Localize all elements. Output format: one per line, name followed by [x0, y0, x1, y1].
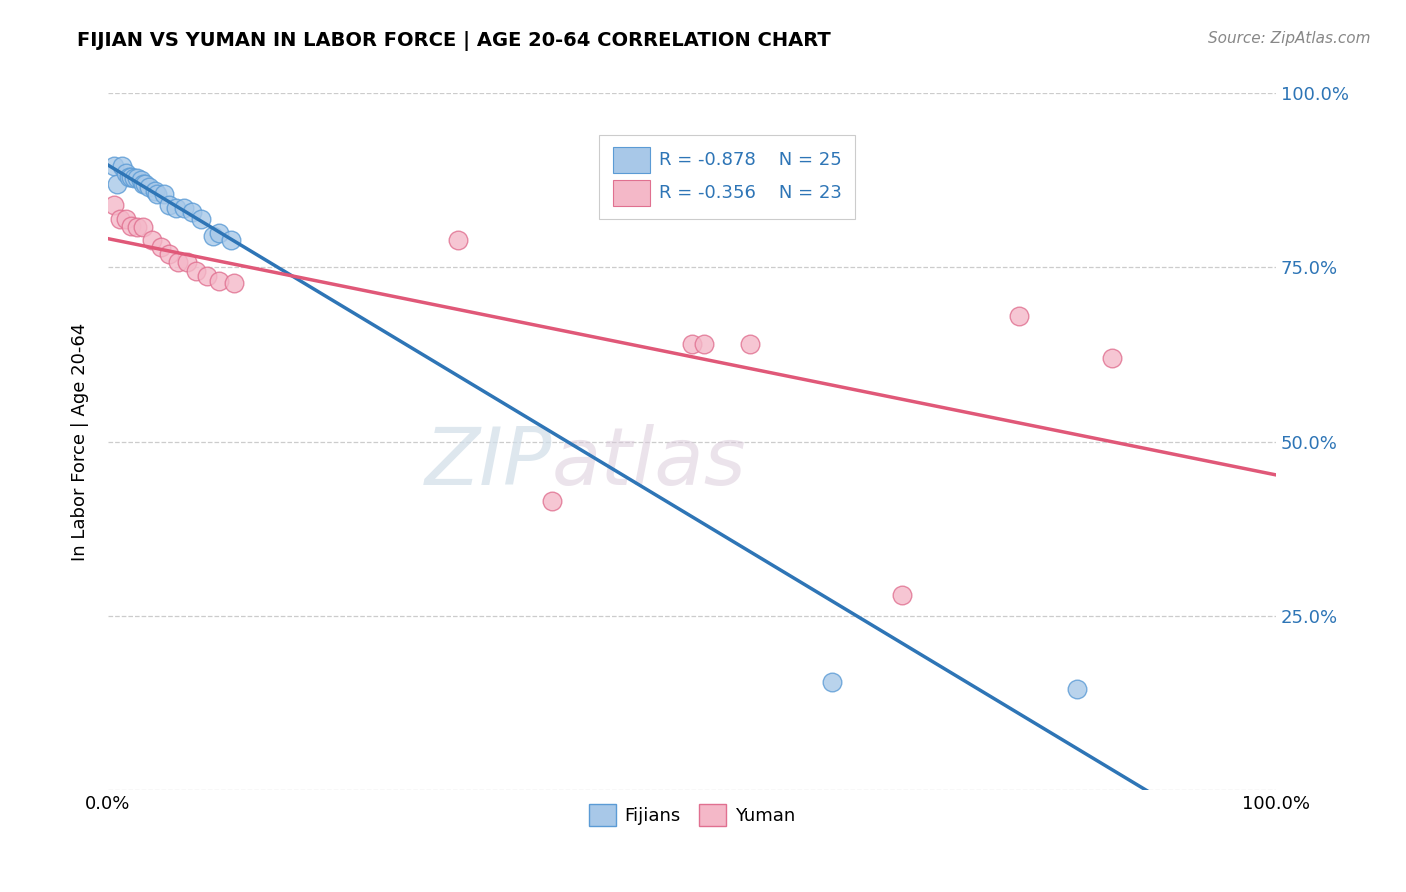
Point: [114, 166, 136, 180]
Text: ZIP: ZIP: [425, 424, 551, 501]
Point: [1008, 310, 1031, 324]
Point: [891, 588, 914, 602]
Point: [138, 180, 160, 194]
Point: [120, 219, 142, 233]
Point: [165, 202, 187, 216]
Point: [118, 169, 141, 184]
Point: [157, 246, 180, 260]
Point: [153, 187, 176, 202]
Point: [208, 226, 231, 240]
Text: FIJIAN VS YUMAN IN LABOR FORCE | AGE 20-64 CORRELATION CHART: FIJIAN VS YUMAN IN LABOR FORCE | AGE 20-…: [77, 31, 831, 51]
Point: [120, 169, 142, 184]
Point: [167, 255, 190, 269]
Point: [821, 675, 844, 690]
Point: [195, 268, 218, 283]
Point: [127, 220, 149, 235]
Text: R = -0.878    N = 25: R = -0.878 N = 25: [659, 151, 842, 169]
Point: [224, 276, 246, 290]
Point: [141, 233, 163, 247]
Point: [740, 337, 762, 351]
Point: [103, 198, 125, 212]
Point: [132, 220, 155, 235]
Point: [149, 239, 172, 253]
Point: [114, 211, 136, 226]
FancyBboxPatch shape: [613, 179, 650, 206]
Point: [173, 202, 195, 216]
Point: [208, 275, 231, 289]
Point: [1101, 351, 1123, 365]
Legend: Fijians, Yuman: Fijians, Yuman: [581, 797, 803, 833]
Point: [132, 177, 155, 191]
Point: [143, 184, 166, 198]
Point: [176, 255, 198, 269]
Text: atlas: atlas: [551, 424, 747, 501]
Point: [103, 160, 125, 174]
Text: Source: ZipAtlas.com: Source: ZipAtlas.com: [1208, 31, 1371, 46]
Point: [540, 493, 562, 508]
Point: [129, 173, 152, 187]
Point: [184, 264, 207, 278]
Point: [447, 233, 470, 247]
Point: [190, 211, 212, 226]
FancyBboxPatch shape: [599, 136, 855, 219]
Point: [105, 177, 128, 191]
Point: [122, 171, 145, 186]
Point: [108, 211, 131, 226]
Point: [692, 337, 714, 351]
FancyBboxPatch shape: [613, 147, 650, 173]
Point: [202, 229, 225, 244]
Point: [681, 337, 703, 351]
Point: [1066, 681, 1088, 696]
Point: [219, 233, 242, 247]
Point: [146, 187, 169, 202]
Point: [127, 171, 149, 186]
Text: R = -0.356    N = 23: R = -0.356 N = 23: [659, 184, 842, 202]
Point: [134, 177, 156, 191]
Point: [157, 198, 180, 212]
Point: [181, 204, 204, 219]
Y-axis label: In Labor Force | Age 20-64: In Labor Force | Age 20-64: [72, 323, 89, 561]
Point: [111, 160, 134, 174]
